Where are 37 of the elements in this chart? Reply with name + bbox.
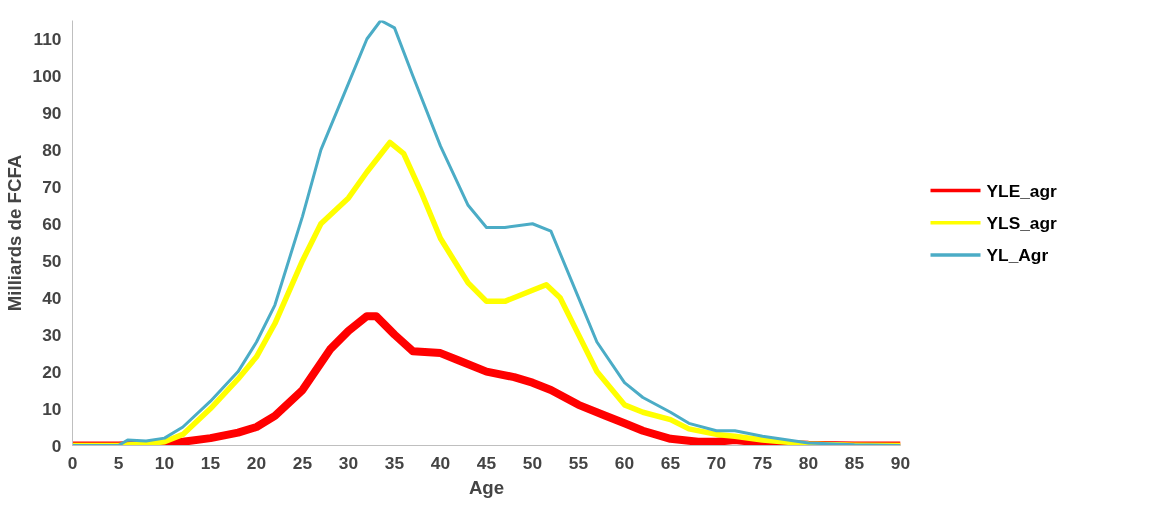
y-tick-label: 10 — [42, 398, 62, 419]
y-tick-label: 50 — [42, 250, 62, 271]
x-tick-label: 40 — [430, 452, 451, 473]
x-tick-label: 50 — [522, 452, 543, 473]
legend-label: YLS_agr — [986, 212, 1058, 233]
y-tick-label: 90 — [42, 102, 62, 123]
x-tick-label: 0 — [67, 452, 78, 473]
x-tick-label: 85 — [844, 452, 865, 473]
y-tick-label: 60 — [42, 213, 62, 234]
legend-label: YLE_agr — [986, 180, 1058, 201]
x-tick-label: 55 — [568, 452, 589, 473]
y-tick-label: 30 — [42, 324, 62, 345]
y-tick-label: 100 — [32, 65, 62, 86]
y-tick-label: 80 — [42, 139, 62, 160]
x-tick-label: 65 — [660, 452, 681, 473]
x-tick-label: 5 — [113, 452, 124, 473]
x-tick-label: 60 — [614, 452, 635, 473]
legend-label: YL_Agr — [986, 245, 1049, 266]
x-tick-label: 20 — [246, 452, 267, 473]
y-tick-label: 70 — [42, 176, 62, 197]
x-tick-label: 45 — [476, 452, 497, 473]
y-tick-label: 0 — [51, 435, 62, 456]
y-tick-label: 20 — [42, 361, 62, 382]
x-tick-label: 30 — [338, 452, 359, 473]
x-tick-label: 90 — [890, 452, 911, 473]
x-tick-label: 10 — [154, 452, 175, 473]
y-axis-title: Milliards de FCFA — [3, 154, 25, 312]
x-tick-label: 25 — [292, 452, 313, 473]
x-tick-label: 35 — [384, 452, 405, 473]
x-axis-title: Age — [468, 476, 505, 498]
y-tick-label: 110 — [33, 28, 62, 49]
x-tick-label: 75 — [752, 452, 773, 473]
line-series — [72, 20, 901, 446]
y-tick-label: 40 — [42, 287, 62, 308]
x-tick-label: 15 — [200, 452, 221, 473]
x-tick-label: 70 — [706, 452, 727, 473]
x-tick-label: 80 — [798, 452, 819, 473]
